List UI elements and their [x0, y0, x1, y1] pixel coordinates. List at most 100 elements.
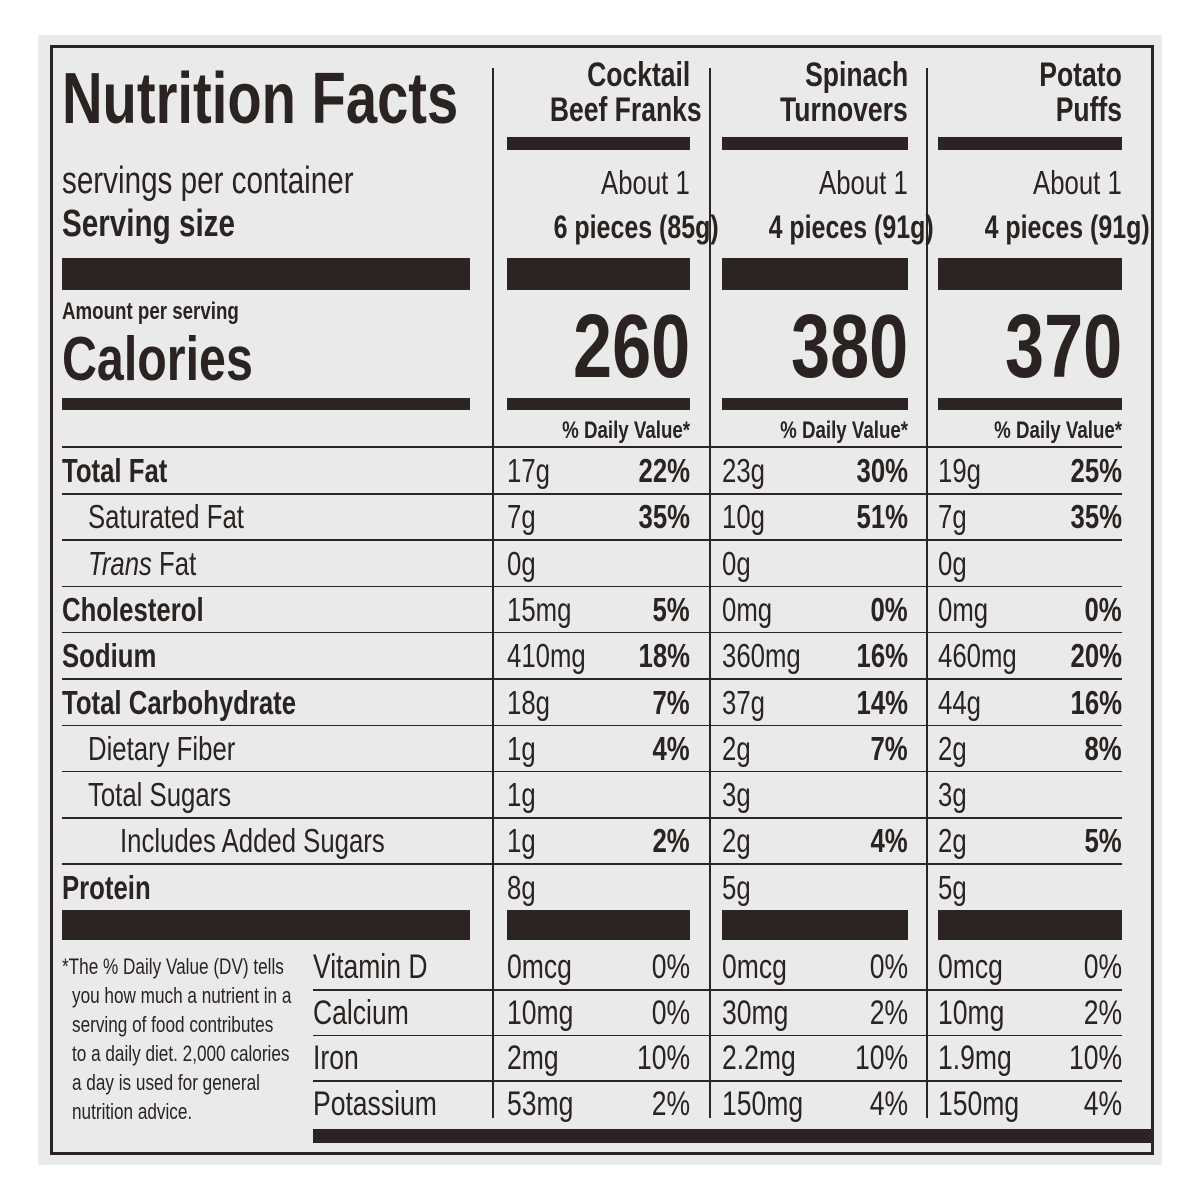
nutrient-daily-value-text: 51% — [856, 498, 908, 536]
column-separator — [926, 68, 928, 1118]
serving-size-label: Serving size — [62, 203, 284, 246]
vitamin-amount: 10mg — [507, 994, 592, 1033]
row-divider — [62, 585, 1122, 588]
nutrient-daily-value: 35% — [507, 498, 690, 536]
nutrient-daily-value-text: 22% — [638, 452, 690, 489]
nutrient-amount-text: 0mg — [938, 590, 989, 628]
row-divider — [313, 1034, 1122, 1036]
nutrient-label-text: Saturated Fat — [88, 498, 244, 536]
row-divider — [62, 863, 1122, 865]
footnote-text: you how much a nutrient in a — [72, 983, 292, 1008]
nutrient-label-text: Total Fat — [62, 452, 168, 489]
vitamin-daily-value: 0% — [722, 948, 908, 987]
footnote-text: *The % Daily Value (DV) tells — [62, 954, 284, 979]
column-separator — [709, 68, 711, 1118]
serving-size: 4 pieces (91g) — [722, 209, 934, 246]
nutrient-label-text: Total Carbohydrate — [62, 683, 297, 721]
thick-divider — [938, 910, 1122, 940]
nutrient-amount: 2g — [722, 822, 759, 860]
serving-size-text: 6 pieces (85g) — [553, 209, 719, 245]
nutrient-amount: 5g — [722, 869, 759, 907]
product-name: Cocktail — [507, 56, 690, 95]
nutrient-daily-value: 7% — [722, 730, 908, 768]
nutrient-daily-value-text: 5% — [1084, 822, 1122, 860]
calories-value: 370 — [938, 296, 1122, 399]
nutrient-daily-value-text: 16% — [856, 637, 908, 675]
nutrient-amount-text: 1g — [507, 729, 536, 767]
nutrient-amount: 410mg — [507, 637, 608, 675]
nutrient-label: Trans Fat — [88, 545, 227, 583]
row-divider — [313, 989, 1122, 991]
thick-divider — [722, 910, 908, 940]
thick-divider — [938, 137, 1122, 150]
medium-divider — [62, 398, 470, 410]
vitamin-label: Potassium — [313, 1085, 472, 1124]
vitamin-daily-value-text: 0% — [1083, 948, 1122, 986]
nutrient-daily-value: 35% — [938, 498, 1122, 536]
nutrient-daily-value-text: 16% — [1070, 683, 1122, 721]
medium-divider — [938, 398, 1122, 410]
nutrient-amount-text: 3g — [722, 776, 751, 814]
calories-label: Calories — [62, 324, 307, 395]
nutrient-amount-text: 410mg — [507, 637, 586, 675]
footnote-line: you how much a nutrient in a — [62, 981, 353, 1010]
nutrient-amount: 0g — [938, 545, 975, 583]
nutrient-amount: 3g — [938, 776, 975, 814]
nutrient-amount: 1g — [507, 776, 544, 814]
nutrient-daily-value-text: 14% — [856, 683, 908, 721]
serving-size-text: Serving size — [62, 203, 235, 245]
nutrient-daily-value: 2% — [507, 822, 690, 860]
nutrient-daily-value: 16% — [722, 637, 908, 675]
title-text: Nutrition Facts — [62, 59, 459, 139]
nutrient-amount: 0g — [507, 545, 544, 583]
bottom-divider — [313, 1129, 1152, 1143]
serving-size-text: 4 pieces (91g) — [984, 209, 1150, 245]
nutrient-daily-value — [507, 869, 690, 907]
nutrient-daily-value-text: 35% — [1070, 498, 1122, 536]
nutrient-amount: 10g — [722, 498, 777, 536]
nutrient-daily-value-text: 35% — [638, 498, 690, 536]
nutrient-amount-text: 2g — [938, 729, 967, 767]
nutrient-label: Dietary Fiber — [88, 730, 277, 768]
calories-value-text: 370 — [1004, 297, 1122, 397]
vitamin-daily-value-text: 4% — [1083, 1084, 1122, 1123]
vitamin-daily-value-text: 10% — [636, 1039, 690, 1077]
servings-label-text: servings per container — [62, 160, 354, 202]
row-divider — [62, 631, 1122, 634]
trans-italic: Trans — [88, 544, 152, 582]
nutrient-amount-text: 0g — [507, 544, 536, 582]
nutrient-amount-text: 2g — [938, 822, 967, 860]
medium-divider — [507, 398, 690, 410]
nutrient-daily-value — [938, 869, 1122, 907]
product-name: Potato — [938, 56, 1122, 95]
product-name: Turnovers — [722, 91, 908, 130]
thick-divider — [507, 910, 690, 940]
vitamin-amount-text: 150mg — [938, 1084, 1020, 1123]
vitamin-amount-text: 10mg — [507, 993, 574, 1032]
nutrient-daily-value: 4% — [507, 730, 690, 768]
vitamin-amount-text: 2.2mg — [722, 1039, 796, 1077]
vitamin-amount-text: 2mg — [507, 1039, 559, 1077]
vitamin-amount: 2.2mg — [722, 1039, 817, 1078]
nutrient-label: Cholesterol — [62, 591, 244, 629]
amount-text: Amount per serving — [62, 298, 239, 325]
nutrient-amount-text: 1g — [507, 822, 536, 860]
vitamin-amount: 53mg — [507, 1085, 592, 1124]
nutrition-facts-title: Nutrition Facts — [62, 58, 570, 140]
vitamin-daily-value-text: 10% — [1068, 1039, 1122, 1077]
nutrient-daily-value: 8% — [938, 730, 1122, 768]
footnote-line: a day is used for general — [62, 1068, 353, 1097]
nutrient-daily-value — [722, 869, 908, 907]
nutrient-amount: 0mg — [938, 591, 1002, 629]
vitamin-amount-text: 1.9mg — [938, 1039, 1012, 1077]
footnote: *The % Daily Value (DV) tells you how muc… — [62, 952, 353, 1126]
product-name-text: Potato — [1039, 56, 1122, 94]
nutrient-amount-text: 360mg — [722, 637, 801, 675]
nutrient-label: Includes Added Sugars — [120, 822, 459, 860]
row-divider — [62, 493, 1122, 495]
nutrient-label: Saturated Fat — [88, 498, 288, 536]
thick-divider — [507, 258, 690, 290]
vitamin-daily-value-text: 0% — [651, 993, 690, 1032]
vitamin-daily-value: 0% — [507, 994, 690, 1033]
product-name: Beef Franks — [507, 91, 702, 130]
